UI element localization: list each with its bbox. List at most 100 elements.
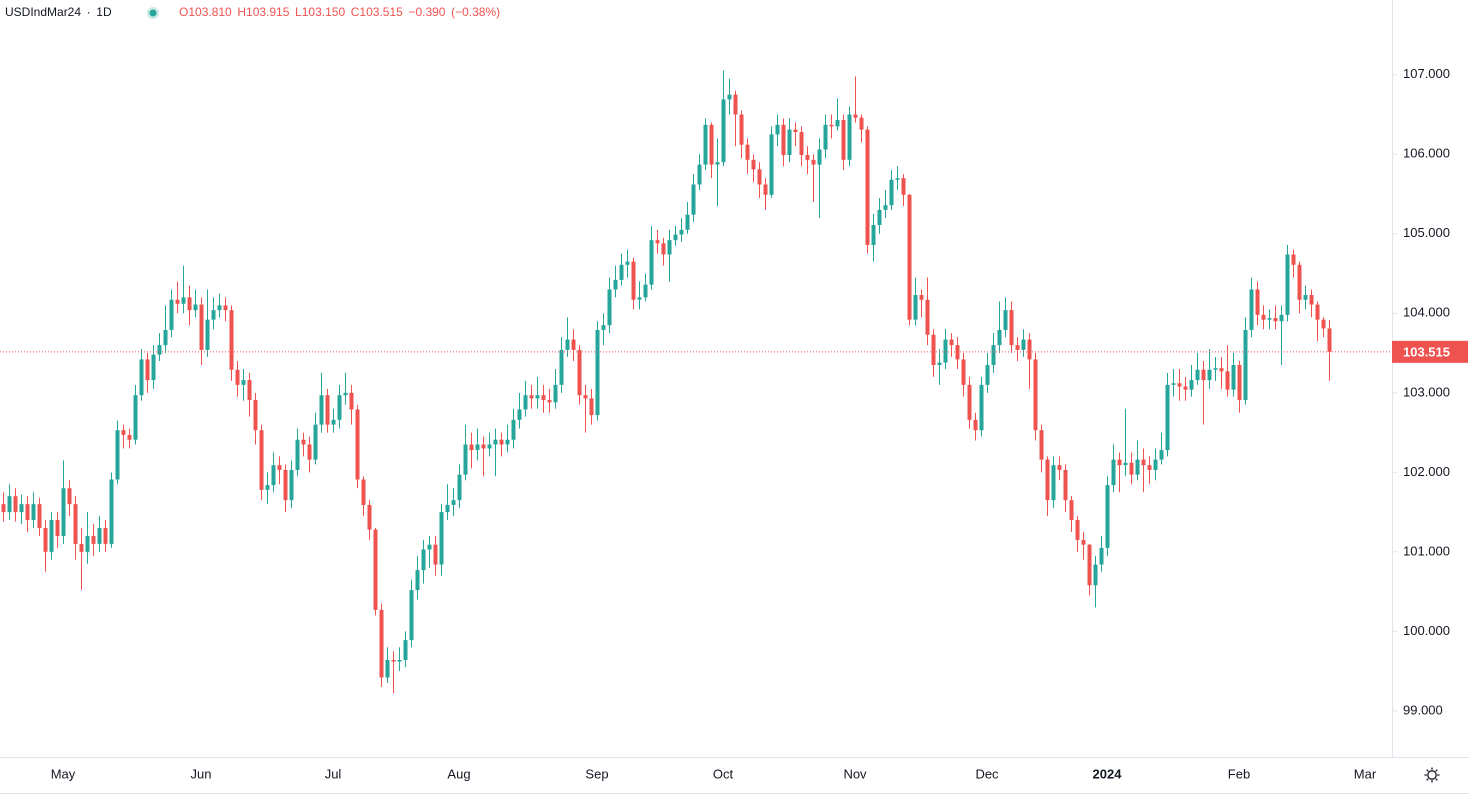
candle-body [109, 479, 114, 544]
candle-body [1147, 465, 1152, 470]
candle-body [577, 349, 582, 396]
candle-body [853, 114, 858, 118]
candle-body [1039, 430, 1044, 460]
candle-body [85, 535, 90, 552]
candle-body [943, 339, 948, 363]
candle-body [847, 114, 852, 160]
candle-body [967, 384, 972, 420]
candle-body [367, 504, 372, 530]
candle-body [913, 295, 918, 320]
candle-body [1081, 539, 1086, 545]
candle-body [691, 184, 696, 215]
candle-body [475, 444, 480, 451]
candle-body [901, 178, 906, 195]
candle-body [511, 419, 516, 440]
candle-body [1099, 547, 1104, 565]
candle-body [1225, 371, 1230, 390]
x-tick-label: Mar [1354, 766, 1377, 781]
candle-body [727, 94, 732, 100]
candle-body [1249, 289, 1254, 330]
candle-body [1183, 386, 1188, 390]
candle-body [733, 94, 738, 115]
candle-body [991, 345, 996, 365]
candle-body [1141, 459, 1146, 466]
candle-body [67, 488, 72, 505]
candle-body [373, 529, 378, 610]
y-tick-label: 102.000 [1403, 464, 1450, 479]
candle-body [229, 310, 234, 370]
candle-body [679, 229, 684, 235]
x-tick-label: Feb [1228, 766, 1250, 781]
ohlc-legend: O103.810 H103.915 L103.150 C103.515 −0.3… [179, 4, 500, 19]
candle-body [841, 120, 846, 160]
candle-body [649, 240, 654, 285]
x-tick-label: Nov [843, 766, 867, 781]
candle-body [205, 319, 210, 350]
candle-body [1033, 359, 1038, 431]
candle-body [1051, 465, 1056, 501]
candle-body [883, 205, 888, 210]
candle-body [643, 284, 648, 298]
candle-body [1003, 310, 1008, 330]
candle-body [925, 299, 930, 335]
candle-body [757, 169, 762, 185]
candle-body [49, 520, 54, 552]
candle-body [877, 209, 882, 226]
candle-body [217, 305, 222, 311]
candle-body [613, 279, 618, 290]
candle-body [439, 512, 444, 565]
candle-body [1117, 459, 1122, 466]
x-tick-label: Jun [191, 766, 212, 781]
candle-body [655, 240, 660, 244]
candle-body [181, 297, 186, 304]
settings-icon[interactable] [1424, 767, 1440, 783]
candle-body [79, 543, 84, 552]
y-tick-label: 100.000 [1403, 623, 1450, 638]
candle-body [775, 124, 780, 135]
status-dot [149, 9, 157, 17]
candle-body [97, 527, 102, 544]
y-tick-label: 103.000 [1403, 384, 1450, 399]
change: −0.390 [408, 5, 445, 19]
candle-body [835, 120, 840, 127]
candle-body [703, 124, 708, 165]
candle-body [1327, 328, 1332, 352]
last-price-label: 103.515 [1403, 344, 1450, 359]
candle-body [1027, 339, 1032, 360]
candle-body [289, 469, 294, 501]
candle-body [715, 162, 720, 165]
candle-body [1171, 383, 1176, 385]
candle-body [457, 474, 462, 501]
candle-body [535, 395, 540, 399]
candle-body [1273, 318, 1278, 322]
candle-body [547, 399, 552, 403]
candle-body [331, 419, 336, 425]
candle-body [493, 439, 498, 445]
candle-body [121, 430, 126, 435]
y-tick-label: 107.000 [1403, 66, 1450, 81]
candle-body [1261, 314, 1266, 320]
candle-body [865, 129, 870, 245]
candle-body [415, 570, 420, 591]
candle-body [745, 144, 750, 160]
candle-body [25, 504, 30, 521]
candle-body [151, 354, 156, 381]
candle-body [235, 369, 240, 385]
y-tick-label: 105.000 [1403, 225, 1450, 240]
candle-body [1285, 254, 1290, 315]
last-price-box [1392, 340, 1468, 363]
candle-body [973, 419, 978, 431]
candle-body [589, 398, 594, 416]
candle-body [787, 129, 792, 156]
open-label: O [179, 5, 188, 19]
candle-body [307, 444, 312, 460]
change-percent: (−0.38%) [451, 5, 500, 19]
candle-body [259, 430, 264, 490]
candle-body [277, 465, 282, 470]
candle-body [799, 131, 804, 156]
x-tick-label: Jul [325, 766, 342, 781]
candle-body [637, 297, 642, 300]
candle-body [811, 159, 816, 165]
candle-body [601, 325, 606, 330]
candle-body [43, 527, 48, 552]
